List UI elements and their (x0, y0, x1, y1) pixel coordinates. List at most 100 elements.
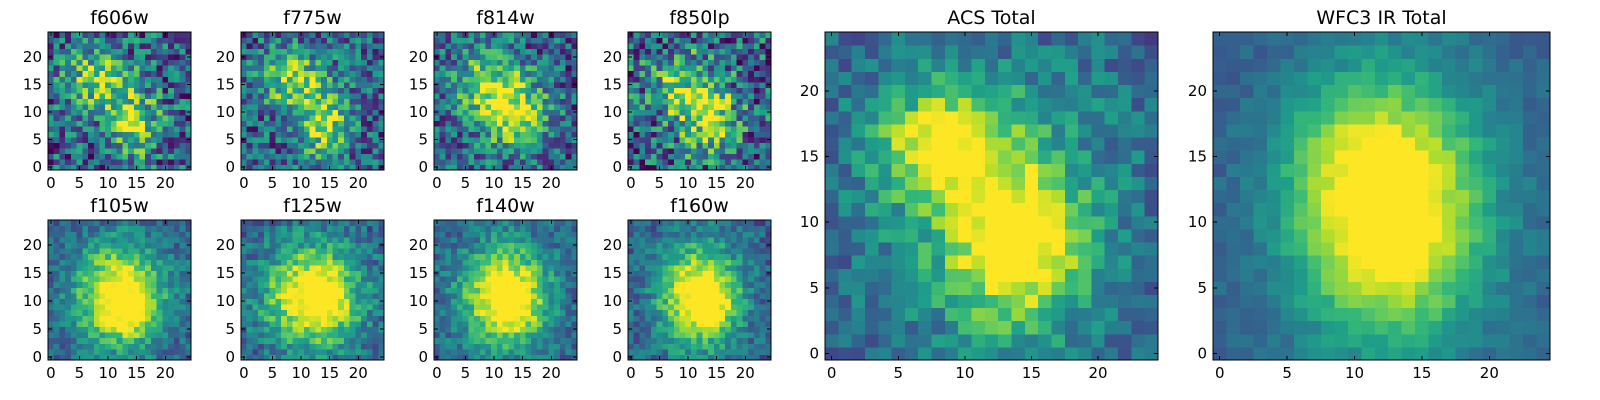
heatmap-cell (451, 253, 458, 260)
heatmap-cell (434, 225, 441, 232)
heatmap-cell (673, 281, 681, 288)
heatmap-cell (150, 281, 158, 288)
heatmap-cell (133, 65, 141, 72)
heatmap-cell (479, 264, 487, 271)
heatmap-cell (479, 70, 487, 77)
heatmap-cell (275, 48, 282, 55)
heatmap-cell (742, 120, 749, 127)
heatmap-cell (309, 158, 316, 166)
heatmap-cell (355, 292, 362, 299)
heatmap-cell (269, 153, 276, 160)
heatmap-cell (292, 109, 299, 116)
heatmap-cell (679, 343, 686, 350)
heatmap-cell (122, 81, 129, 88)
heatmap-cell (65, 248, 72, 255)
heatmap-cell (298, 65, 305, 72)
heatmap-cell (338, 253, 345, 260)
heatmap-cell (378, 153, 385, 160)
heatmap-cell (736, 98, 743, 105)
heatmap-cell (263, 236, 271, 243)
heatmap-cell (565, 315, 572, 322)
heatmap-cell (650, 337, 658, 344)
heatmap-cell (525, 292, 532, 299)
heatmap-cell (753, 354, 761, 361)
heatmap-cell (668, 298, 675, 305)
heatmap-cell (559, 259, 567, 266)
heatmap-cell (105, 253, 112, 260)
heatmap-cell (303, 120, 311, 127)
heatmap-cell (434, 125, 441, 132)
heatmap-cell (269, 147, 276, 155)
heatmap-cell (366, 354, 374, 361)
heatmap-cell (332, 65, 339, 72)
heatmap-cell (462, 242, 469, 249)
heatmap-cell (713, 320, 721, 327)
heatmap-cell (485, 131, 492, 138)
heatmap-cell (275, 147, 282, 155)
heatmap-cell (742, 292, 749, 299)
heatmap-cell (536, 92, 544, 99)
heatmap-cell (321, 332, 328, 339)
heatmap-cell (355, 337, 362, 344)
heatmap-cell (748, 92, 755, 99)
heatmap-cell (548, 48, 555, 55)
heatmap-cell (246, 136, 254, 143)
heatmap-cell (298, 292, 305, 299)
heatmap-cell (315, 70, 322, 77)
heatmap-cell (321, 253, 328, 260)
heatmap-cell (156, 242, 163, 249)
heatmap-cell (730, 147, 738, 155)
heatmap-cell (162, 343, 169, 350)
heatmap-cell (565, 343, 572, 350)
heatmap-cell (531, 259, 538, 266)
heatmap-cell (656, 315, 663, 322)
heatmap-cell (650, 309, 658, 316)
heatmap-cell (281, 147, 288, 155)
heatmap-cell (76, 153, 83, 160)
heatmap-cell (241, 92, 248, 99)
heatmap-cell (150, 248, 158, 255)
heatmap-cell (742, 158, 749, 166)
heatmap-cell (128, 253, 135, 260)
heatmap-cell (292, 43, 299, 50)
heatmap-cell (474, 253, 481, 260)
heatmap-cell (502, 287, 509, 294)
heatmap-cell (468, 354, 475, 361)
heatmap-cell (445, 114, 452, 121)
heatmap-cell (145, 348, 152, 355)
heatmap-cell (315, 253, 322, 260)
heatmap-cell (679, 326, 686, 333)
heatmap-cell (748, 43, 755, 50)
x-tick-label: 5 (268, 174, 278, 192)
heatmap-cell (269, 259, 276, 266)
heatmap-cell (708, 354, 715, 361)
heatmap-cell (343, 242, 351, 249)
heatmap-cell (122, 253, 129, 260)
heatmap-cell (338, 298, 345, 305)
heatmap-cell (662, 281, 669, 288)
heatmap-cell (736, 103, 743, 110)
heatmap-cell (139, 142, 146, 149)
heatmap-cell (361, 87, 368, 94)
heatmap-cell (548, 103, 555, 110)
heatmap-cell (281, 225, 288, 232)
heatmap-cell (571, 264, 578, 271)
heatmap-cell (679, 281, 686, 288)
heatmap-cell (650, 332, 658, 339)
heatmap-cell (99, 320, 106, 327)
heatmap-cell (173, 153, 181, 160)
heatmap-cell (485, 92, 492, 99)
heatmap-cell (145, 304, 152, 311)
heatmap-cell (321, 153, 328, 160)
heatmap-cell (366, 315, 374, 322)
heatmap-cell (252, 164, 259, 171)
heatmap-cell (765, 114, 772, 121)
heatmap-cell (343, 281, 351, 288)
heatmap-cell (514, 59, 521, 66)
heatmap-cell (531, 287, 538, 294)
heatmap-cell (673, 332, 681, 339)
heatmap-cell (258, 153, 265, 160)
heatmap-cell (542, 264, 549, 271)
heatmap-cell (633, 131, 641, 138)
heatmap-cell (116, 125, 123, 132)
